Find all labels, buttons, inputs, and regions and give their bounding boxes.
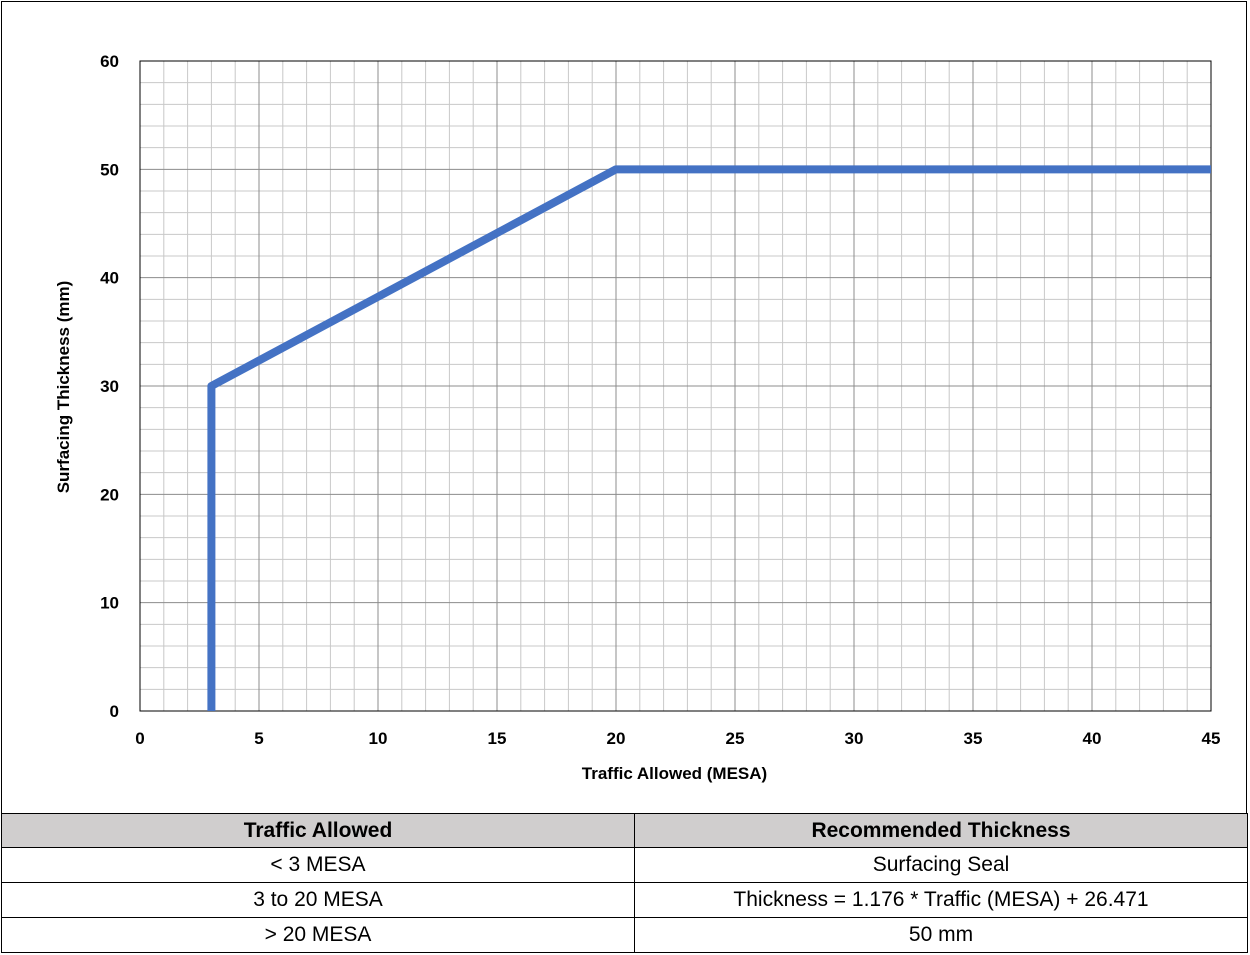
x-axis-label: Traffic Allowed (MESA) — [582, 764, 767, 783]
x-tick-label: 35 — [964, 729, 983, 748]
table-cell: 3 to 20 MESA — [1, 882, 635, 918]
plot-area-border — [139, 60, 1212, 712]
y-axis-label: Surfacing Thickness (mm) — [54, 281, 73, 494]
thickness-chart: 0 5 10 15 20 25 30 35 40 45 0 10 20 30 40 50 60 Traffic… — [54, 52, 1220, 783]
table-cell: 50 mm — [634, 917, 1248, 953]
table-cell: Surfacing Seal — [634, 847, 1248, 883]
y-tick-label: 0 — [110, 702, 119, 721]
major-gridlines — [139, 60, 1212, 712]
x-tick-label: 30 — [845, 729, 864, 748]
x-tick-label: 10 — [369, 729, 388, 748]
y-tick-label: 20 — [100, 485, 119, 504]
y-tick-label: 40 — [100, 269, 119, 288]
series-layer — [207, 165, 1211, 711]
thickness-table: Traffic Allowed Recommended Thickness < … — [1, 813, 1248, 953]
table-cell: > 20 MESA — [1, 917, 635, 953]
x-tick-label: 0 — [135, 729, 144, 748]
x-tick-label: 25 — [726, 729, 745, 748]
y-tick-label: 30 — [100, 377, 119, 396]
x-tick-label: 15 — [488, 729, 507, 748]
table-row: > 20 MESA 50 mm — [1, 917, 1248, 953]
y-tick-label: 50 — [100, 160, 119, 179]
y-tick-label: 10 — [100, 594, 119, 613]
table-cell: < 3 MESA — [1, 847, 635, 883]
series-line — [207, 165, 1211, 711]
table-header-row: Traffic Allowed Recommended Thickness — [1, 813, 1248, 848]
y-tick-label: 60 — [100, 52, 119, 71]
x-tick-label: 5 — [254, 729, 263, 748]
y-axis-ticks: 0 10 20 30 40 50 60 — [100, 52, 119, 721]
header-recommended-thickness: Recommended Thickness — [634, 813, 1248, 848]
x-tick-label: 45 — [1202, 729, 1221, 748]
x-axis-ticks: 0 5 10 15 20 25 30 35 40 45 — [135, 729, 1220, 748]
header-traffic-allowed: Traffic Allowed — [1, 813, 635, 848]
x-tick-label: 20 — [607, 729, 626, 748]
table-cell: Thickness = 1.176 * Traffic (MESA) + 26.… — [634, 882, 1248, 918]
table-row: 3 to 20 MESA Thickness = 1.176 * Traffic… — [1, 882, 1248, 918]
table-row: < 3 MESA Surfacing Seal — [1, 847, 1248, 883]
x-tick-label: 40 — [1083, 729, 1102, 748]
